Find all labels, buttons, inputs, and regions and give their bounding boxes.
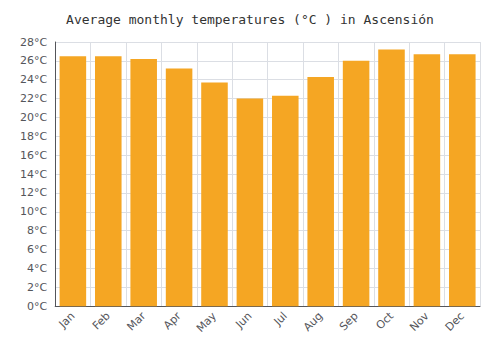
svg-text:20°C: 20°C (20, 111, 47, 124)
svg-text:26°C: 26°C (20, 54, 47, 67)
svg-text:Jun: Jun (232, 310, 254, 332)
svg-text:May: May (194, 309, 220, 335)
svg-text:Apr: Apr (161, 309, 184, 332)
svg-text:14°C: 14°C (20, 168, 47, 181)
svg-text:Feb: Feb (90, 310, 113, 333)
svg-text:24°C: 24°C (20, 73, 47, 86)
svg-text:22°C: 22°C (20, 92, 47, 105)
svg-text:8°C: 8°C (27, 224, 47, 237)
svg-text:18°C: 18°C (20, 130, 47, 143)
svg-text:12°C: 12°C (20, 186, 47, 199)
svg-text:4°C: 4°C (27, 262, 47, 275)
svg-text:6°C: 6°C (27, 243, 47, 256)
svg-text:Aug: Aug (301, 310, 325, 334)
svg-text:Mar: Mar (124, 309, 148, 333)
svg-text:Oct: Oct (373, 309, 396, 332)
svg-text:2°C: 2°C (27, 281, 47, 294)
svg-text:0°C: 0°C (27, 300, 47, 313)
svg-text:10°C: 10°C (20, 205, 47, 218)
svg-text:Average monthly temperatures (: Average monthly temperatures (°C ) in As… (66, 12, 434, 27)
svg-text:Jan: Jan (56, 310, 78, 332)
svg-text:Sep: Sep (337, 310, 361, 334)
svg-text:28°C: 28°C (20, 36, 47, 49)
svg-text:Dec: Dec (443, 310, 467, 334)
svg-text:16°C: 16°C (20, 149, 47, 162)
svg-text:Jul: Jul (271, 310, 290, 329)
svg-text:Nov: Nov (407, 309, 432, 334)
